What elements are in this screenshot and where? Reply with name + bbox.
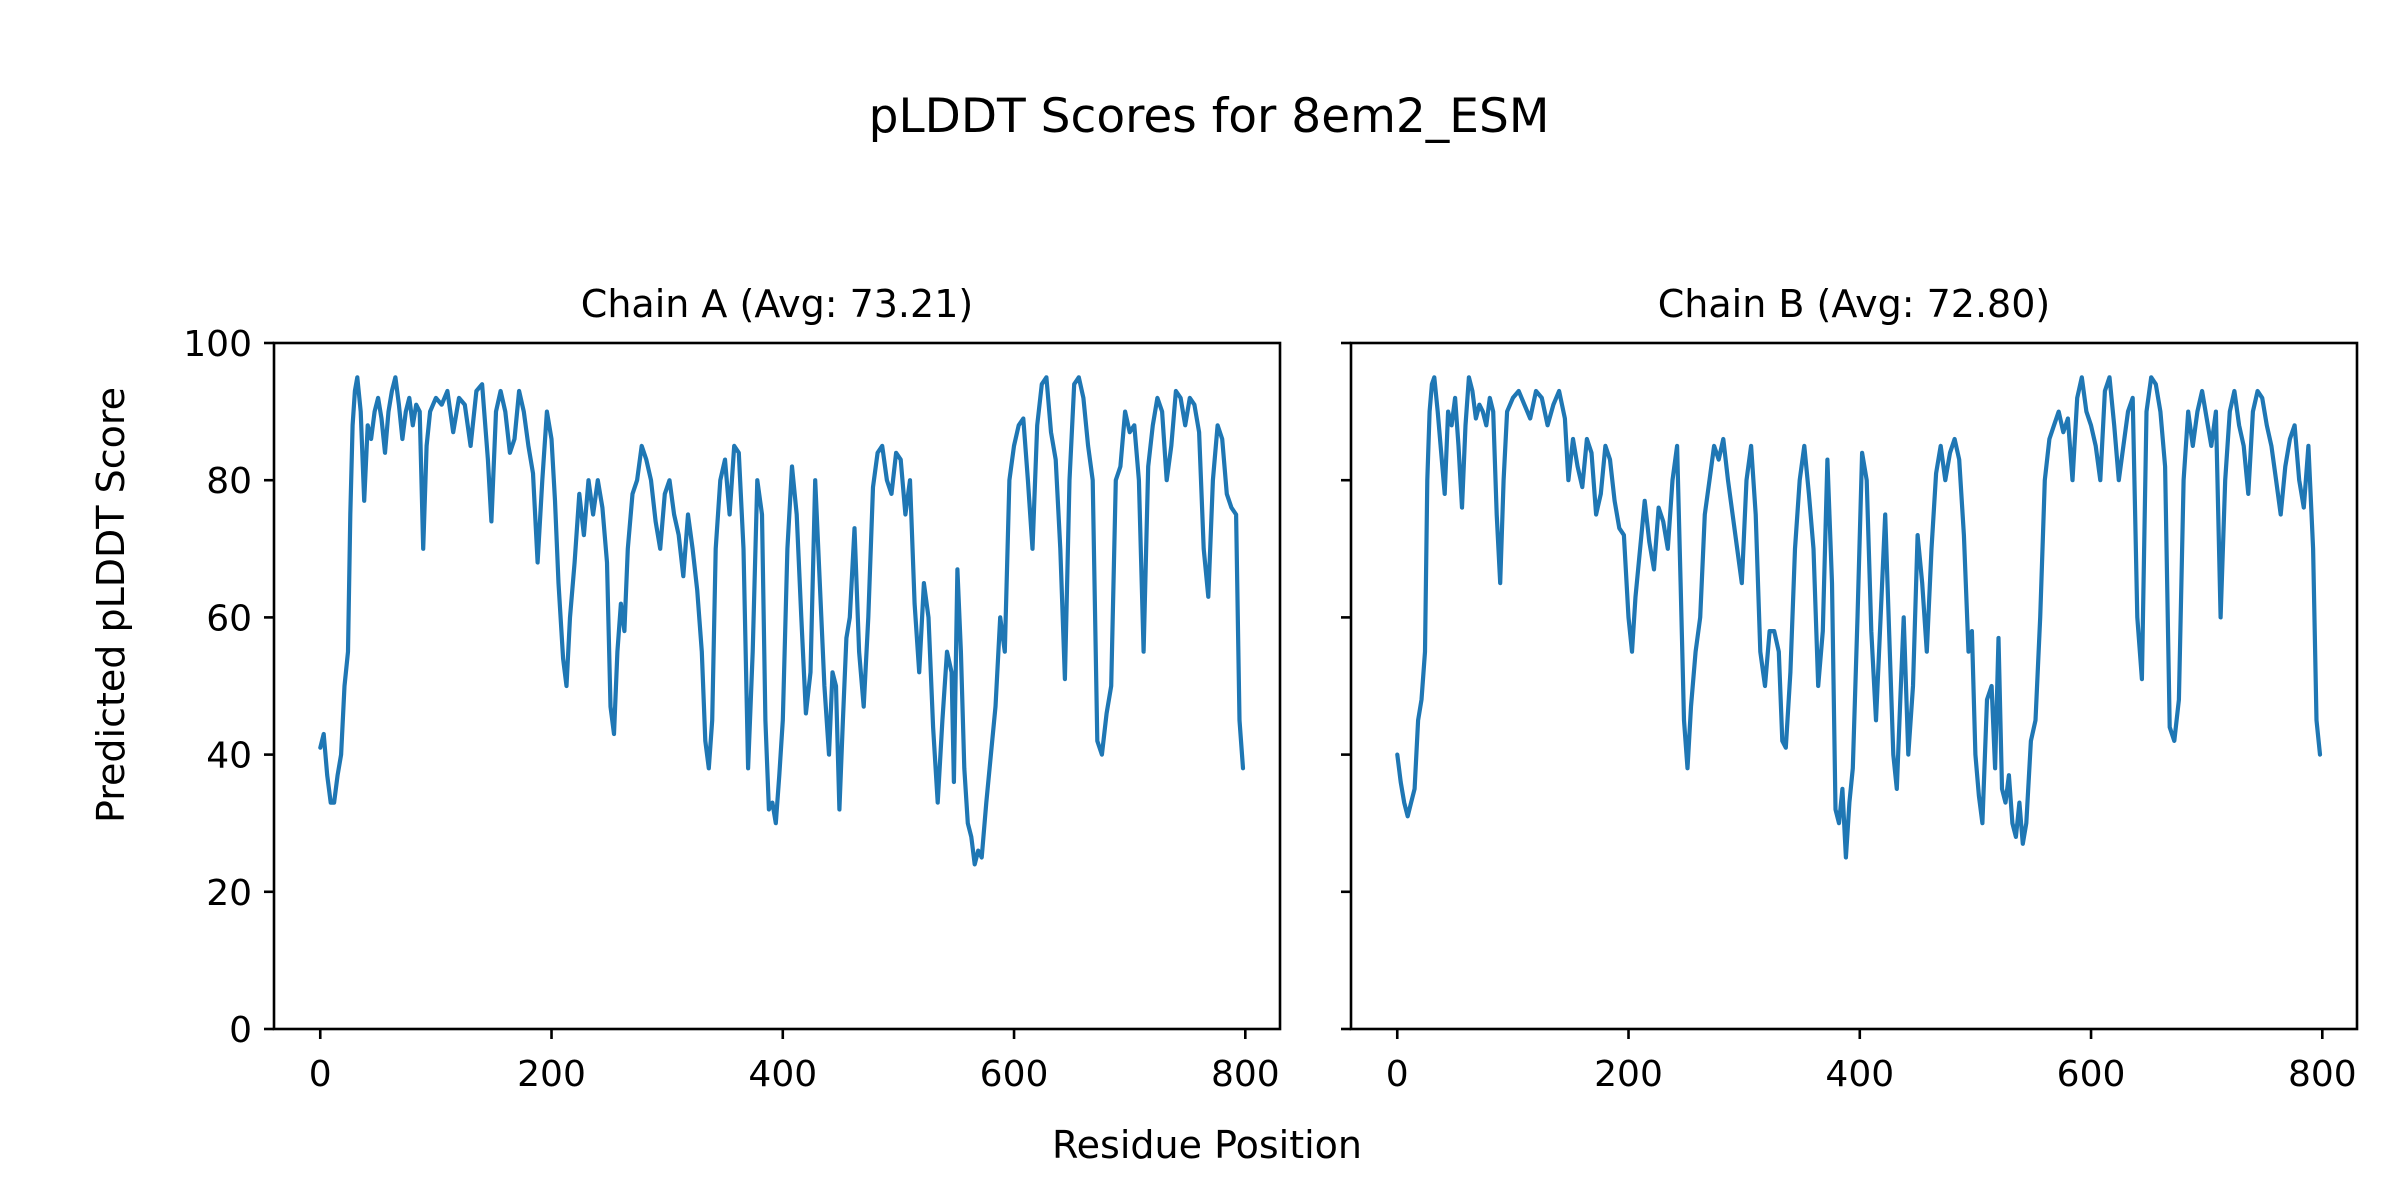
x-axis-label: Residue Position bbox=[1052, 1123, 1362, 1167]
y-tick-label: 40 bbox=[206, 736, 252, 777]
panel-chain-a: Chain A (Avg: 73.21) 0 200 400 600 800 0 20 40 60… bbox=[183, 282, 1282, 1095]
x-tick-label: 0 bbox=[1386, 1054, 1409, 1095]
panel-chain-b: Chain B (Avg: 72.80) 0 200 400 600 800 bbox=[1341, 282, 2359, 1095]
y-tick-label: 0 bbox=[229, 1010, 252, 1051]
plddt-line-chain-a bbox=[318, 375, 1246, 867]
y-tick-label: 80 bbox=[206, 461, 252, 502]
y-axis-label: Predicted pLDDT Score bbox=[89, 387, 133, 823]
plot-frame-chain-b bbox=[1349, 341, 2359, 1031]
x-tick-label: 400 bbox=[748, 1054, 817, 1095]
x-tick-label: 200 bbox=[517, 1054, 586, 1095]
plddt-line-chain-b bbox=[1395, 375, 2323, 860]
plot-frame-chain-a bbox=[272, 341, 1282, 1031]
x-tick-label: 200 bbox=[1594, 1054, 1663, 1095]
chart-suptitle: pLDDT Scores for 8em2_ESM bbox=[869, 89, 1550, 144]
y-tick-label: 100 bbox=[183, 324, 252, 365]
x-tick-label: 800 bbox=[2288, 1054, 2357, 1095]
x-tick-label: 0 bbox=[309, 1054, 332, 1095]
y-tick-label: 20 bbox=[206, 873, 252, 914]
x-tick-label: 600 bbox=[2057, 1054, 2126, 1095]
y-tick-label: 60 bbox=[206, 598, 252, 639]
x-tick-label: 400 bbox=[1825, 1054, 1894, 1095]
x-tick-label: 600 bbox=[980, 1054, 1049, 1095]
panel-title-chain-a: Chain A (Avg: 73.21) bbox=[581, 282, 973, 326]
x-tick-label: 800 bbox=[1211, 1054, 1280, 1095]
panel-title-chain-b: Chain B (Avg: 72.80) bbox=[1658, 282, 2050, 326]
